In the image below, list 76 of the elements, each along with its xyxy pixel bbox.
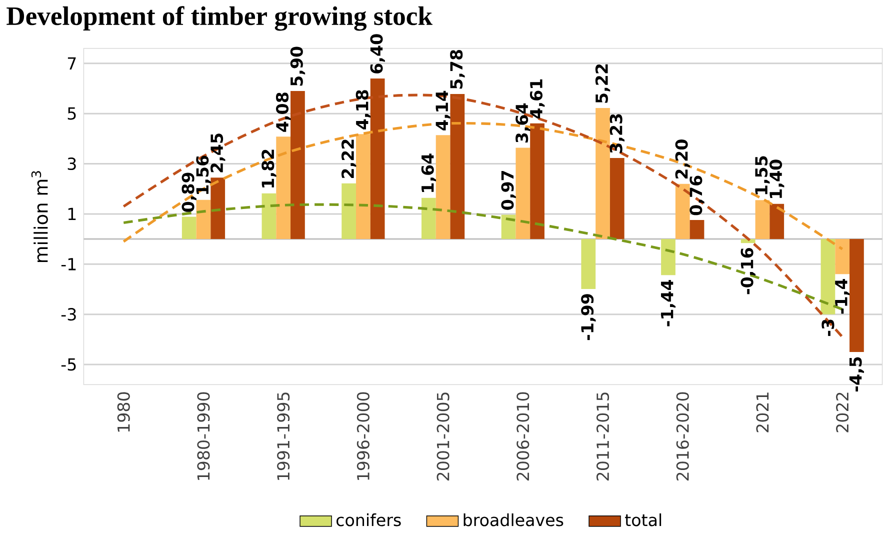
data-label: -4,5	[849, 357, 864, 392]
bar	[421, 198, 436, 239]
bar	[182, 216, 196, 239]
data-label: 5,78	[450, 50, 465, 89]
bar	[755, 200, 770, 239]
data-label: 3,64	[516, 103, 530, 142]
bar	[661, 238, 676, 276]
data-label: 0,97	[501, 170, 516, 210]
bar	[516, 148, 530, 239]
bar	[820, 238, 836, 314]
data-label: -1,4	[835, 278, 850, 314]
data-label: 4,18	[356, 90, 371, 130]
data-label: 6,40	[370, 34, 385, 74]
x-tick-label: 2001-2005	[436, 392, 450, 480]
data-label: 2,20	[675, 139, 690, 178]
bar	[850, 238, 864, 352]
x-tick-label: 1991-1995	[277, 392, 290, 480]
data-label: 1,40	[770, 160, 784, 198]
x-tick-label: 2022	[836, 392, 849, 432]
bar	[262, 193, 276, 239]
bar	[436, 135, 450, 239]
bar	[740, 238, 756, 243]
x-tick-label: 2006-2010	[516, 392, 530, 480]
data-label: -1,44	[661, 280, 676, 326]
data-label: 3,23	[610, 114, 624, 153]
y-axis-title: million m$^{3}$	[31, 171, 48, 262]
y-tick-label: 1	[68, 208, 76, 220]
bar	[835, 238, 850, 274]
bar	[596, 108, 610, 239]
bar	[210, 177, 226, 239]
chart-title: Development of timber growing stock	[6, 6, 432, 31]
data-label: 1,56	[196, 156, 211, 194]
y-tick-label: 7	[68, 57, 76, 70]
y-tick-label: -3	[61, 308, 76, 321]
bar	[770, 204, 784, 239]
data-label: 2,45	[210, 134, 226, 172]
bar	[342, 183, 356, 239]
data-label: -3	[822, 320, 834, 336]
data-label: 0,76	[690, 176, 704, 216]
data-label: 4,14	[436, 90, 450, 130]
legend-label: conifers	[336, 513, 401, 526]
bar	[356, 134, 370, 239]
data-label: 2,22	[341, 140, 356, 178]
data-label: 1,82	[262, 150, 276, 188]
bar	[530, 123, 544, 239]
data-label: -1,99	[581, 294, 596, 340]
y-tick-label: 5	[68, 107, 76, 120]
data-label: 4,08	[276, 92, 291, 132]
x-tick-label: 2011-2015	[596, 392, 610, 480]
legend-label: total	[625, 513, 662, 526]
x-tick-label: 1980	[117, 392, 130, 432]
y-tick-label: 3	[68, 157, 76, 170]
x-tick-label: 1980-1990	[197, 392, 210, 480]
data-label: 5,90	[290, 46, 306, 86]
y-tick-label: -5	[61, 358, 76, 371]
data-label: 0,89	[182, 172, 196, 212]
bar	[276, 136, 291, 239]
bar	[196, 200, 211, 239]
bar	[501, 214, 516, 239]
bar	[581, 238, 596, 289]
bar	[290, 90, 305, 239]
legend-label: broadleaves	[464, 513, 564, 526]
data-label: 1,55	[755, 156, 770, 194]
data-label: 4,61	[530, 79, 545, 118]
bar	[690, 220, 704, 239]
x-tick-label: 1996-2000	[356, 392, 370, 480]
x-tick-label: 2016-2020	[676, 392, 689, 480]
data-label: -0,16	[740, 248, 756, 294]
bar	[610, 158, 624, 239]
bar	[675, 184, 690, 239]
bar	[370, 78, 385, 239]
x-tick-label: 2021	[756, 392, 769, 432]
data-label: 5,22	[595, 64, 610, 103]
data-label: 1,64	[421, 154, 436, 192]
bar	[450, 94, 465, 239]
y-tick-label: -1	[61, 258, 76, 270]
